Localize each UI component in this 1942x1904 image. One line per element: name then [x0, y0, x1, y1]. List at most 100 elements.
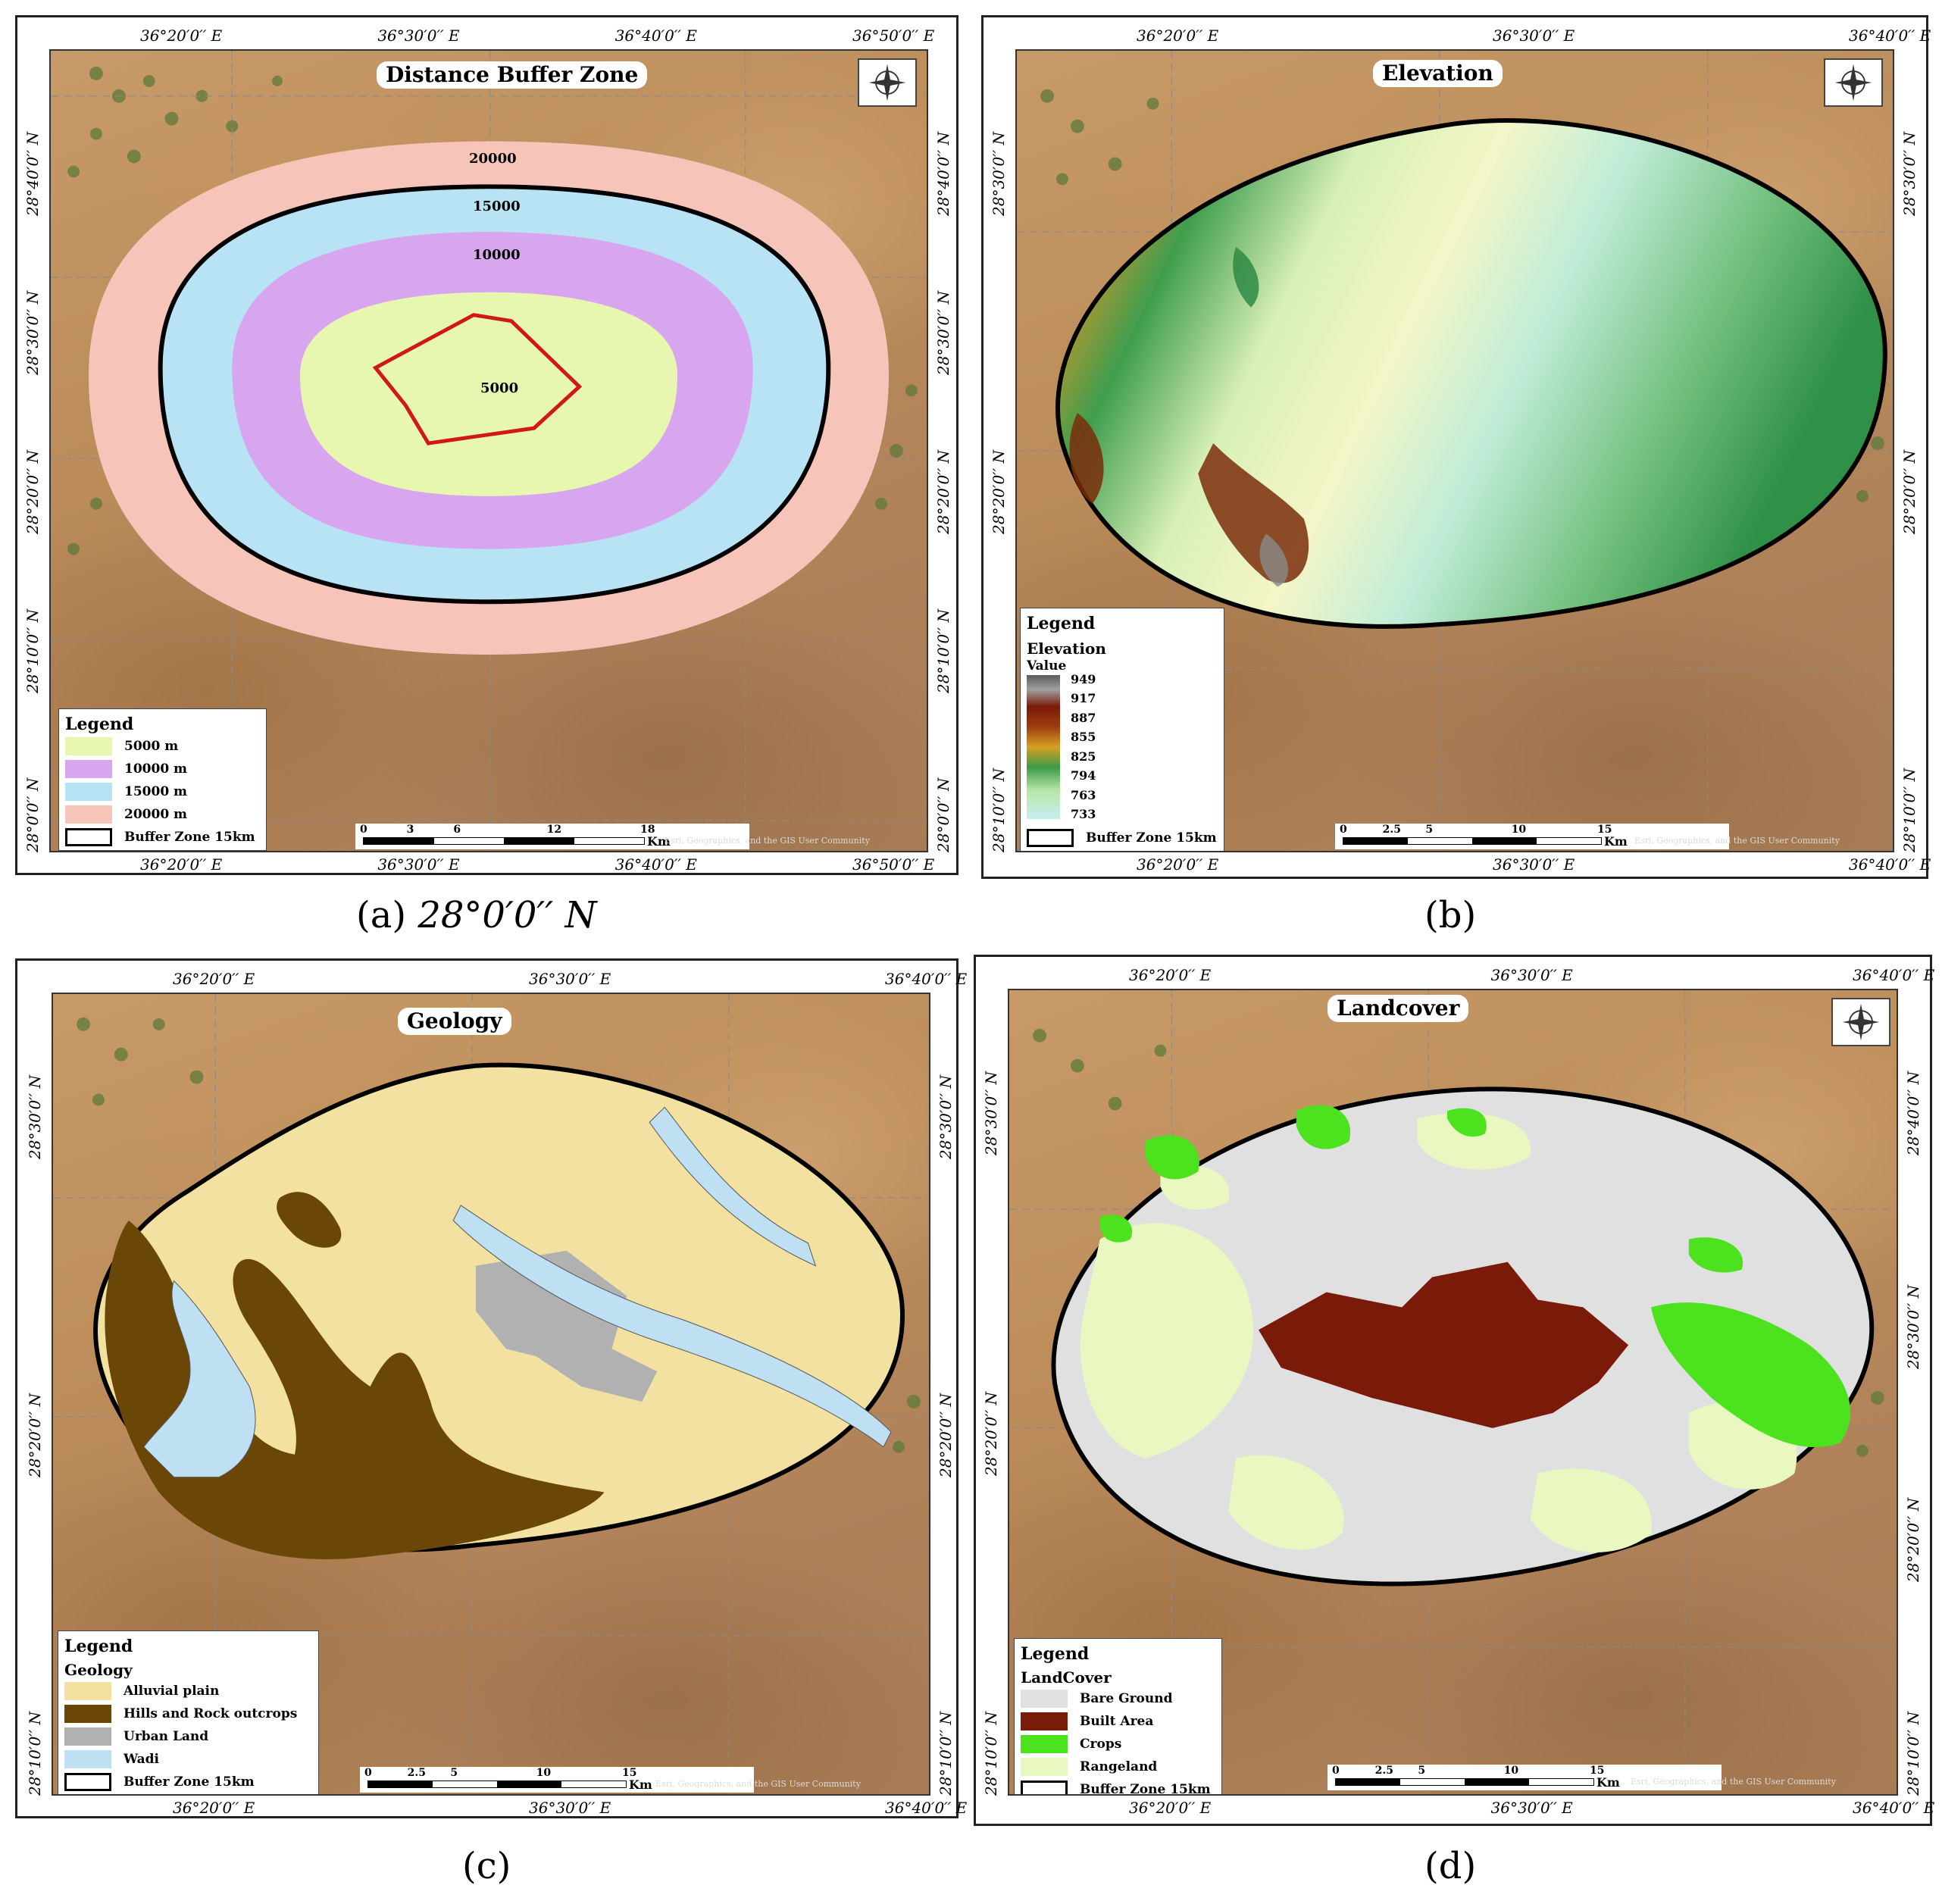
coordinate-label: 28°10′0′′ N — [23, 608, 42, 693]
ring-label-20000: 20000 — [469, 151, 517, 167]
legend-label: Buffer Zone 15km — [124, 830, 255, 845]
map-a[interactable]: Distance Buffer Zone 20000 15000 10000 5… — [49, 49, 928, 852]
scale-bar-c: 0 2.5 5 10 15 Km — [360, 1767, 754, 1793]
coordinate-label: 28°30′0′′ N — [990, 131, 1008, 216]
legend-c-subtitle: Geology — [64, 1661, 133, 1679]
legend-swatch — [64, 1750, 111, 1768]
scale-unit-a: Km — [647, 834, 671, 849]
coordinate-label: 36°20′0′′ E — [140, 855, 223, 874]
legend-label: 15000 m — [124, 784, 188, 799]
legend-d: Legend LandCover Bare Ground Built Area Cr… — [1014, 1638, 1222, 1796]
high-ridges — [1069, 413, 1309, 583]
legend-label: 20000 m — [124, 807, 188, 822]
legend-label: Bare Ground — [1080, 1691, 1173, 1706]
coordinate-label: 28°10′0′′ N — [937, 1711, 955, 1796]
legend-label: Alluvial plain — [124, 1684, 220, 1699]
coordinate-label: 28°20′0′′ N — [982, 1391, 1000, 1476]
study-area-boundary — [372, 313, 583, 446]
legend-label: Crops — [1080, 1737, 1122, 1752]
legend-d-title: Legend — [1021, 1644, 1090, 1664]
scale-tick-label: 5 — [1418, 1765, 1426, 1777]
map-b[interactable]: Elevation Legend Elevation Value 949 917 8… — [1015, 49, 1894, 852]
map-d[interactable]: Landcover Legend LandCover Bare Ground Bu… — [1008, 989, 1898, 1796]
legend-item: Buffer Zone 15km — [64, 1771, 312, 1793]
legend-item: Bare Ground — [1021, 1687, 1215, 1710]
legend-label: Built Area — [1080, 1714, 1154, 1729]
caption-b: (b) — [1424, 894, 1477, 936]
scale-tick-label: 15 — [1590, 1765, 1605, 1777]
coordinate-label: 36°30′0′′ E — [529, 1799, 611, 1817]
panel-c-geology: Geology Legend Geology Alluvial plain Hil… — [15, 958, 967, 1818]
scale-tick-label: 0 — [1332, 1765, 1340, 1777]
geology-overlay — [53, 994, 929, 1794]
legend-b-value-label: Value — [1027, 658, 1067, 674]
panel-b-elevation: Elevation Legend Elevation Value 949 917 8… — [981, 15, 1931, 879]
legend-label: Hills and Rock outcrops — [124, 1706, 298, 1721]
scale-tick-label: 6 — [453, 824, 461, 836]
scale-tick-label: 0 — [364, 1767, 372, 1779]
legend-c-title: Legend — [64, 1637, 133, 1656]
legend-swatch — [64, 1727, 111, 1746]
coordinate-label: 28°20′0′′ N — [23, 449, 42, 534]
scale-unit-d: Km — [1596, 1775, 1620, 1790]
legend-label: Wadi — [124, 1752, 159, 1767]
coordinate-label: 36°50′0′′ E — [852, 855, 935, 874]
coordinate-label: 28°10′0′′ N — [1904, 1711, 1922, 1796]
legend-item: 10000 m — [65, 758, 260, 780]
legend-swatch — [1021, 1758, 1068, 1776]
legend-swatch — [1021, 1781, 1068, 1794]
coordinate-label: 28°20′0′′ N — [1900, 449, 1919, 534]
credit-a: Esri, Geographics, and the GIS User Comm… — [665, 836, 870, 846]
scale-unit-c: Km — [629, 1777, 652, 1792]
ramp-value-label: 825 — [1071, 749, 1096, 764]
coordinate-label: 28°20′0′′ N — [1904, 1498, 1922, 1583]
ring-5000 — [299, 292, 678, 496]
elevation-overlay — [1017, 51, 1893, 851]
coordinate-label: 28°30′0′′ N — [982, 1071, 1000, 1155]
scale-tick-label: 5 — [1425, 824, 1434, 836]
credit-c: Esri, Geographics, and the GIS User Comm… — [655, 1779, 861, 1789]
geology-urban — [476, 1250, 658, 1402]
coordinate-label: 36°40′0′′ E — [1849, 27, 1931, 45]
scale-tick-label: 10 — [1503, 1765, 1519, 1777]
legend-a: Legend 5000 m 10000 m 15000 m 20000 m Buffer… — [58, 708, 267, 851]
legend-swatch — [65, 760, 112, 778]
coordinate-label: 36°40′0′′ E — [614, 855, 697, 874]
legend-swatch — [65, 783, 112, 801]
ramp-value-label: 855 — [1071, 730, 1096, 745]
scale-tick-label: 2.5 — [407, 1767, 427, 1779]
coordinate-label: 28°30′0′′ N — [26, 1074, 44, 1159]
coordinate-label: 28°30′0′′ N — [23, 290, 42, 375]
coordinate-label: 36°50′0′′ E — [852, 27, 935, 45]
legend-item: 20000 m — [65, 803, 260, 826]
coordinate-label: 36°40′0′′ E — [885, 1799, 968, 1817]
compass-rose-icon — [1831, 998, 1890, 1046]
coordinate-label: 36°20′0′′ E — [1137, 855, 1219, 874]
scale-tick-label: 18 — [640, 824, 655, 836]
legend-b: Legend Elevation Value 949 917 887 855 825 79… — [1020, 608, 1224, 851]
geology-hills — [105, 1220, 605, 1559]
coordinate-label: 36°40′0′′ E — [1853, 966, 1935, 984]
coordinate-label: 36°20′0′′ E — [1137, 27, 1219, 45]
elevation-surface — [1055, 118, 1887, 629]
buffer-overlay — [51, 51, 927, 851]
legend-label: 10000 m — [124, 761, 188, 777]
legend-item: Urban Land — [64, 1725, 312, 1748]
coordinate-label: 36°40′0′′ E — [1853, 1799, 1935, 1817]
scale-tick-label: 10 — [536, 1767, 552, 1779]
coordinate-label: 36°30′0′′ E — [529, 970, 611, 988]
legend-d-subtitle: LandCover — [1021, 1668, 1112, 1687]
legend-b-title: Legend — [1027, 614, 1096, 633]
legend-swatch — [65, 805, 112, 824]
coordinate-label: 36°40′0′′ E — [614, 27, 697, 45]
legend-item: Buffer Zone 15km — [65, 826, 260, 849]
elevation-color-ramp — [1027, 675, 1060, 819]
legend-label: Buffer Zone 15km — [1080, 1782, 1211, 1796]
coordinate-label: 28°20′0′′ N — [937, 1393, 955, 1477]
legend-label: Urban Land — [124, 1729, 209, 1744]
map-c[interactable]: Geology Legend Geology Alluvial plain Hil… — [52, 993, 930, 1796]
legend-item: Alluvial plain — [64, 1680, 312, 1702]
geology-hills-north — [277, 1192, 342, 1248]
coordinate-label: 28°0′0′′ N — [23, 777, 42, 852]
coordinate-label: 36°30′0′′ E — [1490, 966, 1573, 984]
